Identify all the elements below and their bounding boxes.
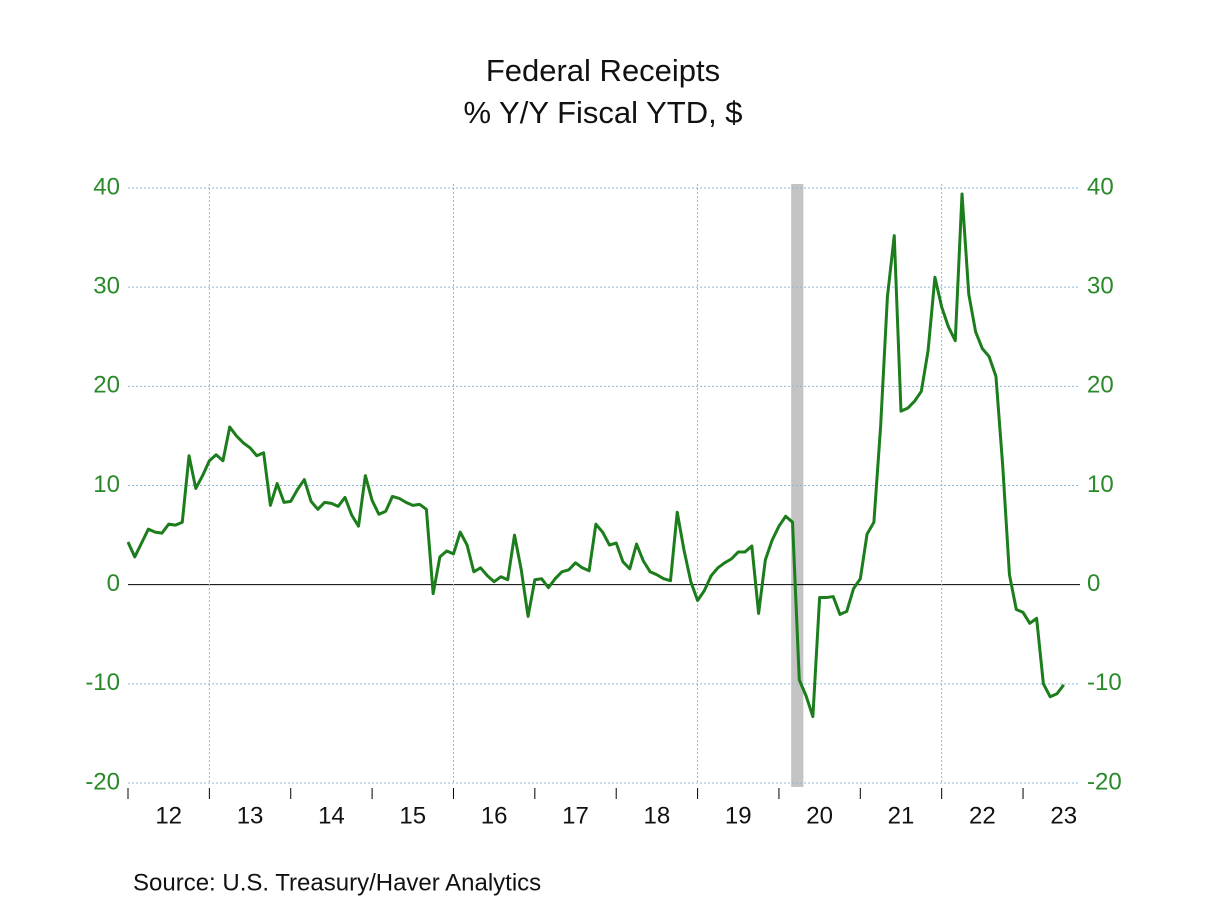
- y2-tick-label: 10: [1087, 471, 1114, 498]
- y2-tick-label: -10: [1087, 669, 1122, 696]
- data-line: [126, 192, 1065, 719]
- y-tick-label: -20: [85, 768, 120, 795]
- x-tick-label: 17: [562, 802, 589, 829]
- x-tick-label: 14: [318, 802, 345, 829]
- x-tick-label: 20: [806, 802, 833, 829]
- x-tick-label: 15: [399, 802, 426, 829]
- x-tick-label: 23: [1050, 802, 1077, 829]
- x-tick-label: 18: [644, 802, 671, 829]
- y2-tick-label: 40: [1087, 173, 1114, 200]
- x-tick-label: 22: [969, 802, 996, 829]
- y-tick-label: -10: [85, 669, 120, 696]
- y-tick-label: 0: [107, 570, 120, 597]
- y-tick-label: 40: [93, 173, 120, 200]
- x-tick-label: 21: [888, 802, 915, 829]
- x-tick-label: 13: [237, 802, 264, 829]
- x-tick-label: 12: [155, 802, 182, 829]
- source-note: Source: U.S. Treasury/Haver Analytics: [133, 869, 541, 896]
- y2-tick-label: 0: [1087, 570, 1100, 597]
- y-tick-label: 30: [93, 273, 120, 300]
- y-tick-label: 10: [93, 471, 120, 498]
- y2-tick-label: 30: [1087, 273, 1114, 300]
- chart-title: Federal Receipts: [486, 53, 720, 88]
- x-tick-label: 19: [725, 802, 752, 829]
- chart-subtitle: % Y/Y Fiscal YTD, $: [463, 95, 742, 130]
- y-tick-label: 20: [93, 372, 120, 399]
- y2-tick-label: -20: [1087, 768, 1122, 795]
- x-tick-label: 16: [481, 802, 508, 829]
- y2-tick-label: 20: [1087, 372, 1114, 399]
